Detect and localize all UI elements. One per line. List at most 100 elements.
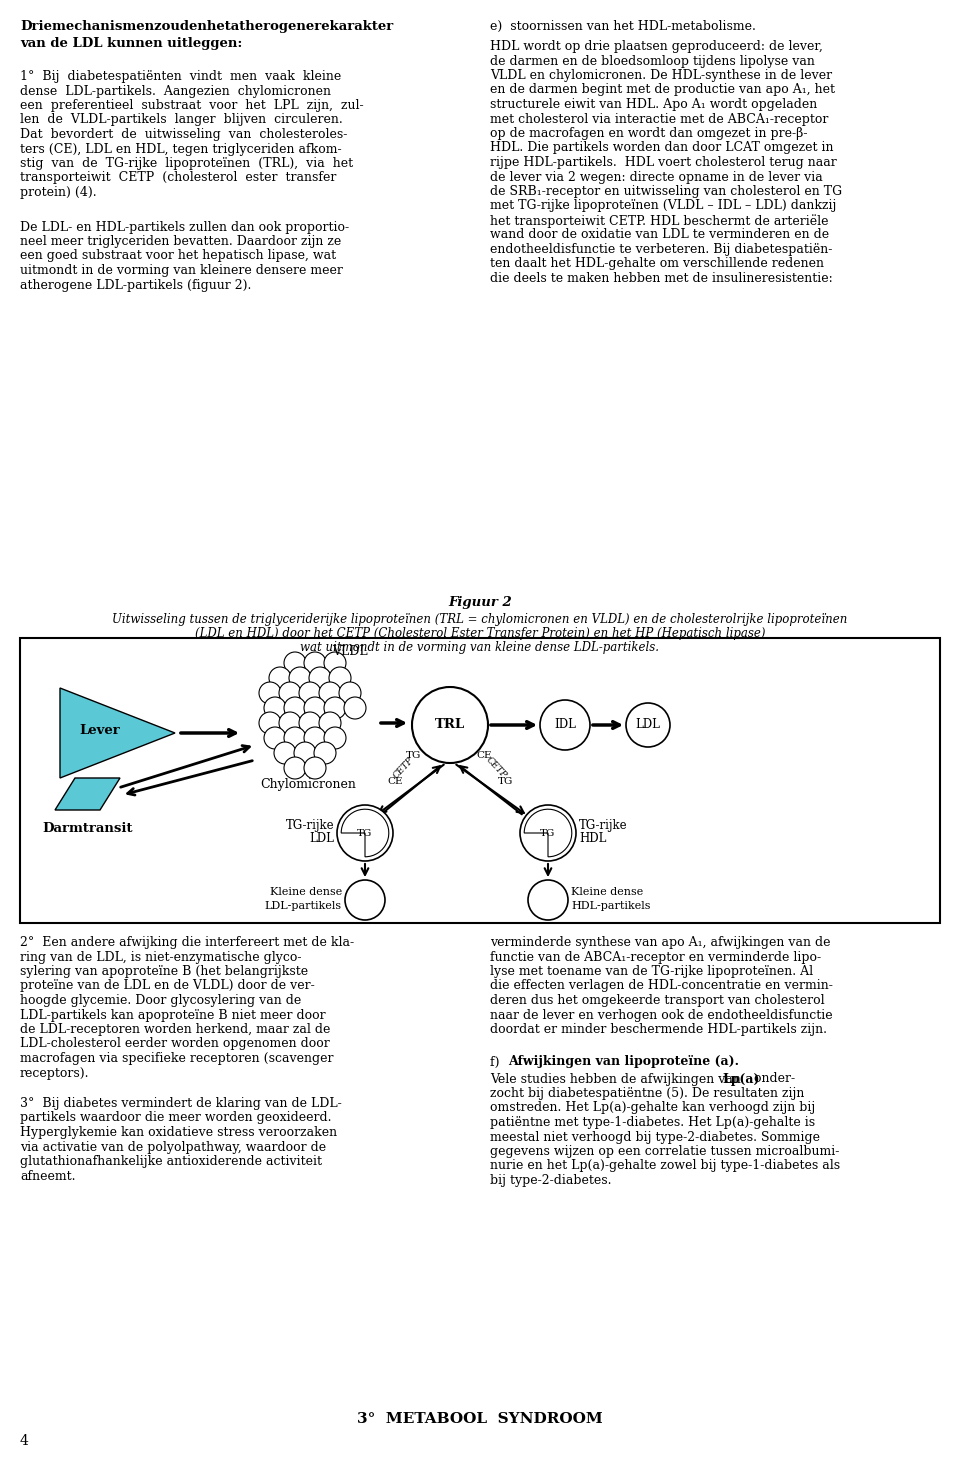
Text: neel meer triglyceriden bevatten. Daardoor zijn ze: neel meer triglyceriden bevatten. Daardo… [20, 235, 341, 248]
Text: de SRB₁-receptor en uitwisseling van cholesterol en TG: de SRB₁-receptor en uitwisseling van cho… [490, 185, 842, 198]
Text: CE: CE [387, 776, 403, 785]
Circle shape [304, 727, 326, 749]
Text: uitmondt in de vorming van kleinere densere meer: uitmondt in de vorming van kleinere dens… [20, 265, 343, 276]
Circle shape [299, 712, 321, 735]
Text: structurele eiwit van HDL. Apo A₁ wordt opgeladen: structurele eiwit van HDL. Apo A₁ wordt … [490, 98, 817, 111]
Text: 4: 4 [20, 1434, 29, 1448]
Circle shape [284, 652, 306, 674]
Circle shape [329, 667, 351, 689]
Text: op de macrofagen en wordt dan omgezet in pre-β-: op de macrofagen en wordt dan omgezet in… [490, 127, 807, 140]
Text: 1°  Bij  diabetespatiënten  vindt  men  vaak  kleine: 1° Bij diabetespatiënten vindt men vaak … [20, 69, 341, 83]
Text: afneemt.: afneemt. [20, 1169, 76, 1182]
Text: wat uitmondt in de vorming van kleine dense LDL-partikels.: wat uitmondt in de vorming van kleine de… [300, 641, 660, 653]
Circle shape [279, 712, 301, 735]
Text: gegevens wijzen op een correlatie tussen microalbumi-: gegevens wijzen op een correlatie tussen… [490, 1145, 839, 1157]
Circle shape [284, 757, 306, 779]
Text: Darmtransit: Darmtransit [43, 822, 133, 835]
Text: proteïne van de LDL en de VLDL) door de ver-: proteïne van de LDL en de VLDL) door de … [20, 980, 315, 993]
Text: de LDL-receptoren worden herkend, maar zal de: de LDL-receptoren worden herkend, maar z… [20, 1023, 330, 1036]
Polygon shape [55, 777, 120, 810]
Text: met cholesterol via interactie met de ABCA₁-receptor: met cholesterol via interactie met de AB… [490, 112, 828, 126]
Text: LDL-cholesterol eerder worden opgenomen door: LDL-cholesterol eerder worden opgenomen … [20, 1038, 329, 1051]
Circle shape [304, 652, 326, 674]
Text: HDL-partikels: HDL-partikels [571, 902, 651, 910]
Text: atherogene LDL-partikels (figuur 2).: atherogene LDL-partikels (figuur 2). [20, 278, 252, 291]
Circle shape [344, 698, 366, 718]
Text: LDL: LDL [636, 718, 660, 732]
Text: TG: TG [498, 776, 514, 785]
Text: TG: TG [406, 751, 421, 761]
Text: TG-rijke: TG-rijke [579, 819, 628, 832]
Text: verminderde synthese van apo A₁, afwijkingen van de: verminderde synthese van apo A₁, afwijki… [490, 936, 830, 949]
Text: e)  stoornissen van het HDL-metabolisme.: e) stoornissen van het HDL-metabolisme. [490, 21, 756, 33]
Text: Hyperglykemie kan oxidatieve stress veroorzaken: Hyperglykemie kan oxidatieve stress vero… [20, 1126, 337, 1140]
Text: ring van de LDL, is niet-enzymatische glyco-: ring van de LDL, is niet-enzymatische gl… [20, 950, 301, 964]
Text: Driemechanismenzoudenhetatherogenerekarakter: Driemechanismenzoudenhetatherogenerekara… [20, 21, 394, 33]
Circle shape [345, 879, 385, 919]
Text: deren dus het omgekeerde transport van cholesterol: deren dus het omgekeerde transport van c… [490, 995, 825, 1007]
Circle shape [259, 681, 281, 704]
Text: onder-: onder- [750, 1073, 795, 1085]
Text: een  preferentieel  substraat  voor  het  LPL  zijn,  zul-: een preferentieel substraat voor het LPL… [20, 99, 364, 112]
Text: LDL-partikels: LDL-partikels [265, 902, 342, 910]
Text: stig  van  de  TG-rijke  lipoproteïnen  (TRL),  via  het: stig van de TG-rijke lipoproteïnen (TRL)… [20, 157, 353, 170]
Circle shape [324, 698, 346, 718]
Bar [20, 638, 940, 922]
Text: Kleine dense: Kleine dense [270, 887, 342, 897]
Text: endotheeldisfunctie te verbeteren. Bij diabetespatiën-: endotheeldisfunctie te verbeteren. Bij d… [490, 242, 832, 256]
Circle shape [319, 681, 341, 704]
Circle shape [294, 742, 316, 764]
Circle shape [284, 698, 306, 718]
Text: meestal niet verhoogd bij type-2-diabetes. Sommige: meestal niet verhoogd bij type-2-diabete… [490, 1131, 820, 1144]
Text: De LDL- en HDL-partikels zullen dan ook proportio-: De LDL- en HDL-partikels zullen dan ook … [20, 220, 349, 234]
Text: bij type-2-diabetes.: bij type-2-diabetes. [490, 1174, 612, 1187]
Text: zocht bij diabetespatiëntne (5). De resultaten zijn: zocht bij diabetespatiëntne (5). De resu… [490, 1086, 804, 1100]
Text: Lever: Lever [80, 724, 120, 736]
Text: ters (CE), LDL en HDL, tegen triglyceriden afkom-: ters (CE), LDL en HDL, tegen triglycerid… [20, 142, 342, 155]
Circle shape [299, 681, 321, 704]
Circle shape [324, 727, 346, 749]
Text: LDL: LDL [309, 832, 334, 845]
Wedge shape [341, 808, 389, 857]
Circle shape [264, 727, 286, 749]
Circle shape [520, 806, 576, 862]
Text: sylering van apoproteïne B (het belangrijkste: sylering van apoproteïne B (het belangri… [20, 965, 308, 978]
Text: Dat  bevordert  de  uitwisseling  van  cholesteroles-: Dat bevordert de uitwisseling van choles… [20, 129, 348, 140]
Circle shape [626, 704, 670, 746]
Text: HDL wordt op drie plaatsen geproduceerd: de lever,: HDL wordt op drie plaatsen geproduceerd:… [490, 40, 823, 53]
Text: transporteiwit  CETP  (cholesterol  ester  transfer: transporteiwit CETP (cholesterol ester t… [20, 171, 336, 185]
Text: CE: CE [476, 751, 492, 761]
Circle shape [319, 712, 341, 735]
Text: die effecten verlagen de HDL-concentratie en vermin-: die effecten verlagen de HDL-concentrati… [490, 980, 833, 993]
Text: omstreden. Het Lp(a)-gehalte kan verhoogd zijn bij: omstreden. Het Lp(a)-gehalte kan verhoog… [490, 1101, 815, 1114]
Text: hoogde glycemie. Door glycosylering van de: hoogde glycemie. Door glycosylering van … [20, 995, 301, 1007]
Text: functie van de ABCA₁-receptor en verminderde lipo-: functie van de ABCA₁-receptor en vermind… [490, 950, 821, 964]
Text: wand door de oxidatie van LDL te verminderen en de: wand door de oxidatie van LDL te vermind… [490, 229, 829, 241]
Circle shape [304, 757, 326, 779]
Text: Figuur 2: Figuur 2 [448, 596, 512, 609]
Text: patiëntne met type-1-diabetes. Het Lp(a)-gehalte is: patiëntne met type-1-diabetes. Het Lp(a)… [490, 1116, 815, 1129]
Text: TRL: TRL [435, 718, 465, 732]
Circle shape [528, 879, 568, 919]
Text: via activatie van de polyolpathway, waardoor de: via activatie van de polyolpathway, waar… [20, 1141, 326, 1153]
Text: dense  LDL-partikels.  Aangezien  chylomicronen: dense LDL-partikels. Aangezien chylomicr… [20, 84, 331, 98]
Text: die deels te maken hebben met de insulineresistentie:: die deels te maken hebben met de insulin… [490, 272, 832, 285]
Text: Afwijkingen van lipoproteïne (a).: Afwijkingen van lipoproteïne (a). [508, 1055, 739, 1069]
Text: glutathionafhankelijke antioxiderende activiteit: glutathionafhankelijke antioxiderende ac… [20, 1154, 322, 1168]
Text: met TG-rijke lipoproteïnen (VLDL – IDL – LDL) dankzij: met TG-rijke lipoproteïnen (VLDL – IDL –… [490, 200, 836, 213]
Circle shape [269, 667, 291, 689]
Text: VLDL en chylomicronen. De HDL-synthese in de lever: VLDL en chylomicronen. De HDL-synthese i… [490, 69, 832, 81]
Text: Lp(a): Lp(a) [722, 1073, 759, 1085]
Circle shape [309, 667, 331, 689]
Circle shape [289, 667, 311, 689]
Text: VLDL: VLDL [332, 644, 368, 658]
Text: macrofagen via specifieke receptoren (scavenger: macrofagen via specifieke receptoren (sc… [20, 1052, 333, 1066]
Text: 3°  METABOOL  SYNDROOM: 3° METABOOL SYNDROOM [357, 1411, 603, 1426]
Circle shape [279, 681, 301, 704]
Text: CETP: CETP [392, 755, 416, 780]
Text: LDL-partikels kan apoproteïne B niet meer door: LDL-partikels kan apoproteïne B niet mee… [20, 1008, 325, 1021]
Text: f): f) [490, 1055, 508, 1069]
Circle shape [324, 652, 346, 674]
Text: 2°  Een andere afwijking die interfereert met de kla-: 2° Een andere afwijking die interfereert… [20, 936, 354, 949]
Text: een goed substraat voor het hepatisch lipase, wat: een goed substraat voor het hepatisch li… [20, 250, 336, 263]
